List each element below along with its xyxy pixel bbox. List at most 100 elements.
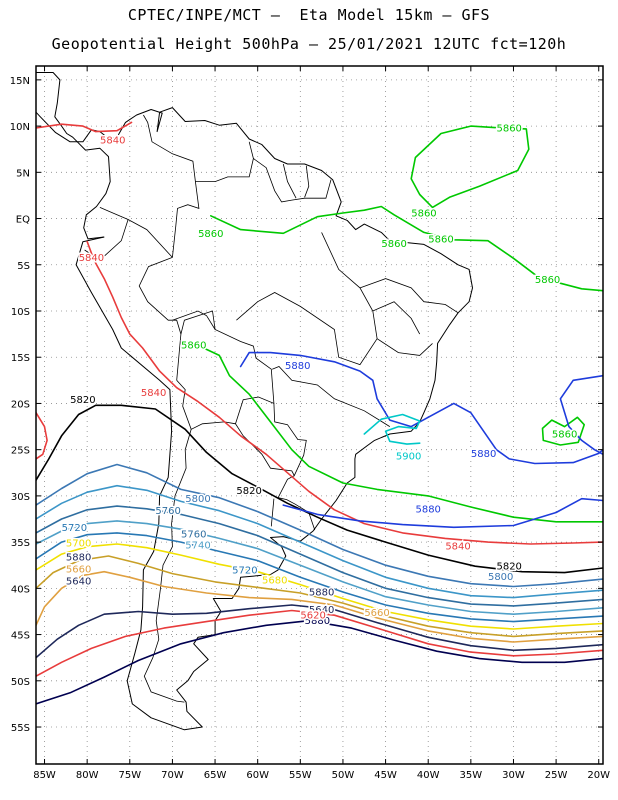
- lon-tick-label: 70W: [161, 770, 184, 781]
- lon-tick-label: 45W: [374, 770, 397, 781]
- contour-label: 5840: [100, 135, 125, 146]
- country-border: [176, 380, 307, 477]
- country-border: [180, 310, 275, 404]
- map-title-line-1: CPTEC/INPE/MCT – Eta Model 15km – GFS: [127, 6, 491, 24]
- country-border: [304, 165, 310, 198]
- lon-tick-label: 85W: [33, 770, 56, 781]
- contour-label: 5840: [79, 253, 104, 264]
- contour-label: 5660: [364, 608, 389, 619]
- contour-5740: [36, 520, 603, 615]
- contour-5800: [36, 463, 603, 588]
- contour-5760: [36, 505, 603, 607]
- contour-5880: [559, 374, 603, 456]
- contour-5820: [36, 404, 603, 574]
- coastline: [36, 107, 473, 731]
- map-title-line-2: Geopotential Height 500hPa – 25/01/2021 …: [51, 35, 567, 53]
- contour-5840: [86, 240, 603, 545]
- contour-label: 5880: [415, 504, 440, 515]
- contour-5860: [210, 205, 603, 292]
- contour-label: 5860: [552, 429, 577, 440]
- contour-label: 5740: [185, 540, 210, 551]
- contour-label: 5860: [535, 275, 560, 286]
- contour-labels: 5860 5860 5860 5860 5860 5860 5860 5860 5840 5840…: [60, 122, 579, 629]
- lat-tick-label: 50S: [11, 677, 30, 688]
- contour-5840: [36, 411, 48, 460]
- contour-label: 5820: [496, 562, 521, 573]
- contour-label: 5880: [471, 449, 496, 460]
- country-border: [143, 429, 192, 703]
- axis-ticks: 15N 10N 5N EQ 5S 10S 15S 20S 25S 30S 35S 40S 45S 50S 5…: [10, 66, 610, 781]
- lon-tick-label: 65W: [204, 770, 227, 781]
- lon-tick-label: 20W: [587, 770, 610, 781]
- lon-tick-label: 25W: [545, 770, 568, 781]
- contour-label: 5880: [285, 361, 310, 372]
- contour-5860: [192, 342, 603, 523]
- contour-5860: [410, 125, 530, 209]
- lon-tick-label: 60W: [246, 770, 269, 781]
- contour-label: 5760: [155, 506, 180, 517]
- contour-label: 5840: [141, 388, 166, 399]
- lat-tick-label: EQ: [16, 215, 30, 226]
- country-border: [272, 366, 391, 427]
- country-border: [127, 219, 173, 258]
- contour-label: 5900: [396, 452, 421, 463]
- lat-tick-label: 10N: [10, 122, 30, 133]
- lat-tick-label: 10S: [11, 307, 30, 318]
- contour-5720: [36, 532, 603, 623]
- country-border: [84, 207, 129, 261]
- lon-tick-label: 35W: [460, 770, 483, 781]
- lon-tick-label: 40W: [417, 770, 440, 781]
- contour-label: 5880: [66, 552, 91, 563]
- country-border: [282, 163, 297, 199]
- contour-5600: [36, 619, 603, 705]
- contour-label: 5700: [66, 539, 91, 550]
- coastline: [36, 72, 111, 240]
- country-border: [195, 141, 254, 182]
- map-frame: [35, 65, 604, 765]
- contour-label: 5800: [185, 494, 210, 505]
- lat-tick-label: 35S: [11, 538, 30, 549]
- contour-label: 5620: [300, 611, 325, 622]
- contour-label: 5840: [445, 541, 470, 552]
- lat-tick-label: 30S: [11, 492, 30, 503]
- lon-tick-label: 75W: [118, 770, 141, 781]
- lon-tick-label: 50W: [332, 770, 355, 781]
- lat-tick-label: 15N: [10, 76, 30, 87]
- contour-5660: [36, 570, 603, 643]
- contour-5900: [363, 413, 421, 445]
- lat-tick-label: 45S: [11, 631, 30, 642]
- contour-5840: [36, 121, 133, 133]
- contour-label: 5860: [428, 234, 453, 245]
- country-border: [359, 278, 459, 314]
- contour-label: 5640: [309, 605, 334, 616]
- contour-5680: [36, 555, 603, 638]
- lat-tick-label: 40S: [11, 584, 30, 595]
- contour-label: 5820: [236, 486, 261, 497]
- contour-label: 5860: [198, 229, 223, 240]
- contour-label: 5820: [70, 395, 95, 406]
- contour-5880: [282, 497, 603, 529]
- lat-tick-label: 25S: [11, 446, 30, 457]
- country-borders: [84, 114, 459, 703]
- country-border: [172, 310, 207, 321]
- lon-tick-label: 30W: [502, 770, 525, 781]
- lat-tick-label: 55S: [11, 723, 30, 734]
- contour-5640: [36, 604, 603, 659]
- lat-tick-label: 15S: [11, 353, 30, 364]
- map-background: [36, 66, 603, 764]
- contour-label: 5660: [66, 564, 91, 575]
- country-border: [236, 232, 378, 366]
- contour-5780: [36, 484, 603, 599]
- country-border: [206, 315, 216, 330]
- contour-label: 5860: [496, 123, 521, 134]
- contour-5620: [36, 609, 603, 677]
- lat-tick-label: 20S: [11, 399, 30, 410]
- country-border: [253, 158, 332, 203]
- contour-label: 5680: [262, 576, 287, 587]
- contour-label: 5860: [411, 208, 436, 219]
- contour-label: 5860: [381, 239, 406, 250]
- country-border: [372, 301, 421, 335]
- contour-label: 5860: [181, 341, 206, 352]
- lon-tick-label: 80W: [76, 770, 99, 781]
